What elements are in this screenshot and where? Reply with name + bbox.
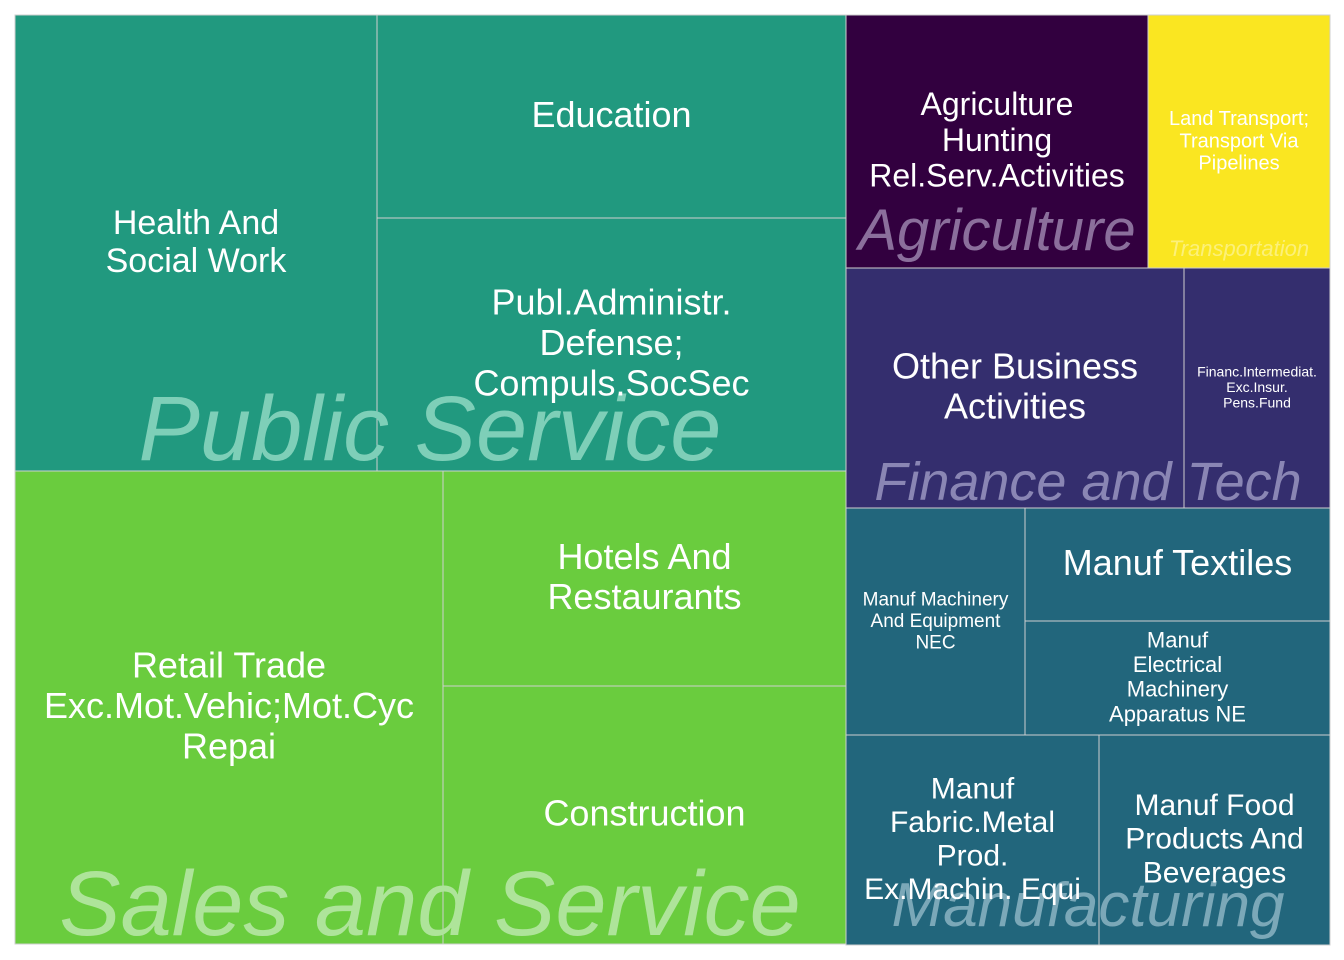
group-manufacturing: [845, 507, 1331, 946]
group-label-public-service: Public Service: [139, 378, 722, 480]
leaf-label-health-and-social-work: Health And Social Work: [106, 204, 288, 280]
group-transportation: [1147, 14, 1331, 269]
group-label-sales-and-service: Sales and Service: [59, 853, 801, 955]
group-label-agriculture: Agriculture: [855, 198, 1135, 263]
leaf-label-publ-administr-defense-compuls-socsec: Publ.Administr. Defense; Compuls.SocSec: [473, 282, 749, 404]
leaf-label-hotels-and-restaurants: Hotels And Restaurants: [547, 536, 741, 617]
tile-education[interactable]: [376, 14, 847, 219]
leaf-label-land-transport-transport-via-pipelines: Land Transport; Transport Via Pipelines: [1169, 108, 1309, 175]
leaf-label-manuf-machinery-and-equipment-nec: Manuf Machinery And Equipment NEC: [863, 590, 1009, 654]
leaf-label-education: Education: [531, 94, 691, 135]
leaf-label-other-business-activities: Other Business Activities: [892, 345, 1138, 426]
tile-manuf-fabric-metal-prod-ex-machin-equi[interactable]: [845, 734, 1100, 946]
leaf-label-manuf-textiles: Manuf Textiles: [1063, 542, 1292, 583]
group-label-manufacturing: Manufacturing: [892, 871, 1285, 940]
leaf-label-manuf-electrical-machinery-apparatus-ne: Manuf Electrical Machinery Apparatus NE: [1109, 627, 1246, 726]
group-agriculture: [845, 14, 1149, 269]
leaf-label-retail-trade-exc-mot-vehic-mot-cyc-repai: Retail Trade Exc.Mot.Vehic;Mot.Cyc Repai: [44, 645, 414, 767]
leaf-label-manuf-food-products-and-beverages: Manuf Food Products And Beverages: [1125, 789, 1303, 889]
tile-health-and-social-work[interactable]: [14, 14, 378, 472]
group-sales-and-service: [14, 470, 847, 945]
tile-retail-trade-exc-mot-vehic-mot-cyc-repai[interactable]: [14, 470, 444, 945]
tile-manuf-textiles[interactable]: [1024, 507, 1331, 622]
tile-agriculture-hunting-rel-serv-activities[interactable]: [845, 14, 1149, 269]
tile-manuf-food-products-and-beverages[interactable]: [1098, 734, 1331, 946]
group-label-finance-and-tech: Finance and Tech: [874, 452, 1301, 512]
leaf-label-agriculture-hunting-rel-serv-activities: Agriculture Hunting Rel.Serv.Activities: [869, 86, 1124, 194]
leaf-label-financ-intermediat-exc-insur-pens-fund: Financ.Intermediat. Exc.Insur. Pens.Fund: [1197, 363, 1317, 410]
group-label-transportation: Transportation: [1169, 236, 1309, 261]
tile-construction[interactable]: [442, 685, 847, 945]
leaf-label-manuf-fabric-metal-prod-ex-machin-equi: Manuf Fabric.Metal Prod. Ex.Machin. Equi: [864, 772, 1081, 906]
tile-financ-intermediat-exc-insur-pens-fund[interactable]: [1183, 267, 1331, 509]
tile-publ-administr-defense-compuls-socsec[interactable]: [376, 217, 847, 472]
group-public-service: [14, 14, 847, 472]
leaf-label-construction: Construction: [543, 792, 745, 833]
tile-manuf-electrical-machinery-apparatus-ne[interactable]: [1024, 620, 1331, 736]
tile-hotels-and-restaurants[interactable]: [442, 470, 847, 687]
tile-land-transport-transport-via-pipelines[interactable]: [1147, 14, 1331, 269]
